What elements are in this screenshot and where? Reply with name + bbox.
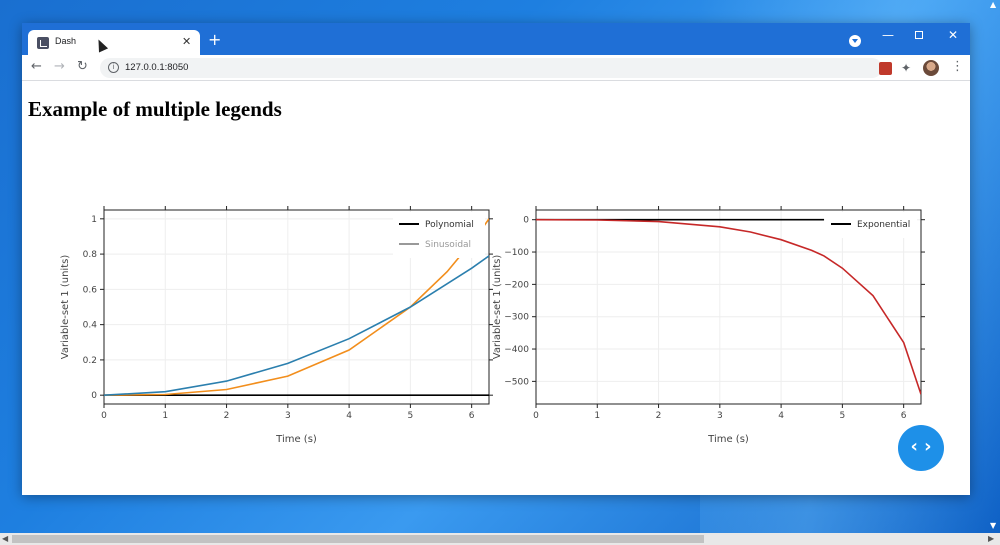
x-tick-label: 2: [224, 411, 230, 421]
new-tab-button[interactable]: +: [208, 30, 222, 49]
y-tick-label: 0: [523, 216, 529, 226]
x-tick-label: 0: [533, 411, 539, 421]
x-axis-label: Time (s): [707, 434, 749, 445]
browser-toolbar: ← → ↻ i 127.0.0.1:8050 ☆ ✦ ⋮: [22, 55, 970, 81]
browser-menu-icon[interactable]: ⋮: [951, 59, 964, 74]
tab-title: Dash: [55, 36, 77, 46]
y-tick-label: −500: [504, 377, 529, 387]
y-tick-label: −300: [504, 313, 529, 323]
plot-frame: [103, 209, 490, 405]
reload-button[interactable]: ↻: [77, 59, 88, 74]
x-tick-label: 5: [408, 411, 414, 421]
y-tick-label: 1: [91, 215, 97, 225]
legend-label[interactable]: Polynomial: [425, 220, 474, 230]
y-axis-label: Variable-set 1 (units): [60, 255, 71, 360]
x-tick-label: 4: [346, 411, 352, 421]
x-tick-label: 5: [840, 411, 846, 421]
close-window-button[interactable]: ✕: [948, 28, 959, 42]
y-tick-label: −100: [504, 248, 529, 258]
extension-icon[interactable]: [879, 62, 892, 75]
url-text[interactable]: 127.0.0.1:8050: [125, 62, 189, 73]
tab-search-icon[interactable]: [849, 35, 861, 47]
scroll-up-arrow-icon[interactable]: ▲: [990, 0, 997, 9]
browser-window: Dash ✕ + — ✕ ← → ↻ i 127.0.0.1:8050 ☆ ✦ …: [22, 23, 970, 495]
y-tick-label: 0.6: [83, 285, 98, 295]
scroll-down-arrow-icon[interactable]: ▼: [990, 521, 997, 530]
plot-frame: [535, 209, 922, 405]
horizontal-scrollbar[interactable]: ◀ ▶: [0, 533, 1000, 545]
x-axis-label: Time (s): [275, 434, 317, 445]
chart-right: 0 1 2 3 4 5 6 0 −100 −200 −300 −400 −500 Time (s) Vari…: [474, 202, 925, 452]
legend: Polynomial Sinusoidal: [393, 212, 485, 258]
chart-left: 0 1 2 3 4 5 6 0 0.2 0.4 0.6 0.8 1 Time (s) Variable-se…: [42, 202, 493, 452]
x-tick-label: 3: [717, 411, 723, 421]
page-title: Example of multiple legends: [28, 97, 282, 121]
x-tick-label: 1: [162, 411, 168, 421]
legend: Exponential: [825, 212, 917, 238]
title-bar: Dash ✕ + — ✕: [22, 23, 970, 55]
scrollbar-thumb[interactable]: [12, 535, 704, 543]
profile-avatar[interactable]: [923, 60, 939, 76]
extensions-puzzle-icon[interactable]: ✦: [901, 61, 912, 75]
y-tick-label: 0.4: [83, 321, 98, 331]
page-content: Example of multiple legends 0 1 2 3 4 5 6 0 0.2 0…: [22, 82, 970, 495]
minimize-button[interactable]: —: [882, 28, 894, 42]
y-tick-label: 0.2: [83, 356, 97, 366]
forward-button[interactable]: →: [54, 59, 65, 74]
scroll-right-arrow-icon[interactable]: ▶: [988, 534, 995, 543]
site-info-icon[interactable]: i: [108, 62, 119, 73]
legend-label[interactable]: Exponential: [857, 220, 910, 230]
y-tick-label: −200: [504, 280, 529, 290]
y-tick-label: −400: [504, 345, 529, 355]
back-button[interactable]: ←: [31, 59, 42, 74]
series-line-unnamed-2: [104, 255, 489, 396]
x-tick-label: 1: [594, 411, 600, 421]
y-tick-label: 0.8: [83, 250, 98, 260]
tab-close-icon[interactable]: ✕: [182, 35, 192, 48]
maximize-button[interactable]: [915, 31, 923, 39]
x-tick-label: 6: [469, 411, 475, 421]
y-tick-label: 0: [91, 391, 97, 401]
scroll-left-arrow-icon[interactable]: ◀: [2, 534, 9, 543]
legend-label[interactable]: Sinusoidal: [425, 240, 471, 250]
dash-favicon-icon: [37, 37, 49, 49]
series-line-exponential: [536, 218, 921, 395]
x-tick-label: 0: [101, 411, 107, 421]
x-tick-label: 3: [285, 411, 291, 421]
legend-background: [393, 212, 485, 258]
x-tick-label: 4: [778, 411, 784, 421]
dash-devtools-button[interactable]: ‹ ›: [898, 425, 944, 471]
address-bar[interactable]: i 127.0.0.1:8050 ☆: [100, 58, 940, 78]
x-tick-label: 2: [656, 411, 662, 421]
tab-dash[interactable]: Dash ✕: [28, 30, 200, 55]
x-tick-label: 6: [901, 411, 907, 421]
y-axis-label: Variable-set 1 (units): [492, 255, 503, 360]
